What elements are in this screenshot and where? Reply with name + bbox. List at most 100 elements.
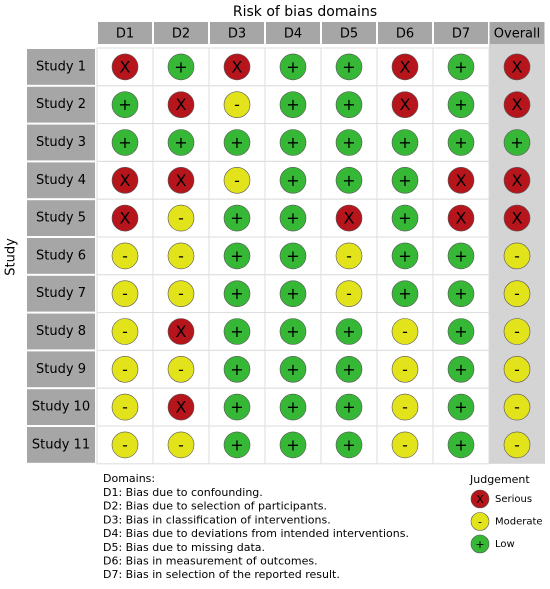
legend-label: Moderate — [495, 517, 543, 528]
judgement-symbol: + — [286, 57, 299, 76]
row-header — [27, 275, 95, 312]
judgement-symbol: + — [342, 398, 355, 417]
legend-label: Low — [495, 539, 515, 550]
judgement-symbol: - — [402, 398, 408, 417]
judgement-circle — [111, 318, 139, 345]
judgement-circle — [503, 91, 531, 118]
domains-title: Domains: — [103, 472, 155, 485]
judgement-circle — [167, 280, 195, 308]
judgement-symbol: + — [454, 57, 467, 76]
row-label: Study 7 — [36, 286, 86, 301]
judgement-circle — [223, 129, 251, 156]
judgement-symbol: - — [514, 435, 520, 454]
judgement-symbol: + — [286, 360, 299, 379]
judgement-circle — [503, 355, 531, 383]
column-header — [210, 22, 264, 44]
judgement-circle — [391, 393, 419, 421]
judgement-symbol: + — [454, 246, 467, 265]
row-label: Study 11 — [32, 437, 90, 452]
domain-description: D6: Bias in measurement of outcomes. — [103, 555, 318, 568]
judgement-circle — [167, 129, 195, 156]
judgement-symbol: + — [286, 209, 299, 228]
judgement-circle — [279, 53, 307, 81]
judgement-symbol: + — [398, 133, 411, 152]
judgement-symbol: + — [454, 398, 467, 417]
judgement-circle — [223, 431, 251, 459]
judgement-circle — [447, 242, 475, 270]
judgement-symbol: X — [512, 209, 523, 228]
judgement-circle — [167, 242, 195, 270]
judgement-symbol: + — [286, 171, 299, 190]
judgement-circle — [111, 393, 139, 421]
judgement-symbol: X — [176, 95, 187, 114]
judgement-circle — [111, 53, 139, 81]
judgement-symbol: + — [286, 322, 299, 341]
judgement-circle — [447, 204, 475, 232]
judgement-circle — [167, 91, 195, 118]
judgement-circle — [223, 318, 251, 345]
judgement-circle — [447, 431, 475, 459]
judgement-symbol: X — [512, 57, 523, 76]
judgement-circle — [111, 91, 139, 118]
judgement-symbol: X — [176, 322, 187, 341]
legend-swatch — [470, 534, 490, 554]
judgement-circle — [335, 91, 363, 118]
judgement-circle — [391, 431, 419, 459]
judgement-circle — [335, 431, 363, 459]
legend-symbol: X — [476, 493, 484, 506]
judgement-symbol: + — [286, 398, 299, 417]
judgement-circle — [279, 355, 307, 383]
judgement-symbol: + — [230, 398, 243, 417]
judgement-symbol: + — [398, 246, 411, 265]
judgement-symbol: - — [402, 435, 408, 454]
domain-description: D1: Bias due to confounding. — [103, 486, 263, 499]
judgement-symbol: - — [346, 246, 352, 265]
row-header — [27, 389, 95, 425]
judgement-symbol: X — [120, 171, 131, 190]
judgement-circle — [167, 431, 195, 459]
judgement-circle — [503, 129, 531, 156]
judgement-circle — [279, 280, 307, 308]
judgement-circle — [111, 129, 139, 156]
judgement-circle — [503, 393, 531, 421]
judgement-symbol: + — [230, 209, 243, 228]
judgement-symbol: + — [174, 133, 187, 152]
row-label: Study 4 — [36, 173, 86, 188]
column-label: Overall — [494, 27, 540, 42]
judgement-circle — [391, 91, 419, 118]
judgement-symbol: + — [454, 360, 467, 379]
judgement-symbol: + — [342, 57, 355, 76]
judgement-symbol: - — [178, 360, 184, 379]
judgement-circle — [335, 280, 363, 308]
judgement-circle — [447, 53, 475, 81]
judgement-circle — [391, 167, 419, 194]
judgement-symbol: + — [342, 322, 355, 341]
column-label: D4 — [284, 27, 302, 42]
row-header — [27, 49, 95, 85]
column-label: D3 — [228, 27, 246, 42]
judgement-symbol: + — [118, 133, 131, 152]
column-header — [154, 22, 208, 44]
judgement-circle — [335, 318, 363, 345]
judgement-circle — [447, 129, 475, 156]
row-label: Study 1 — [36, 59, 86, 74]
judgement-circle — [111, 167, 139, 194]
judgement-symbol: + — [454, 435, 467, 454]
judgement-symbol: - — [234, 95, 240, 114]
judgement-symbol: + — [398, 209, 411, 228]
column-header — [378, 22, 432, 44]
judgement-circle — [223, 242, 251, 270]
judgement-circle — [223, 393, 251, 421]
judgement-circle — [223, 53, 251, 81]
judgement-circle — [335, 204, 363, 232]
column-header — [98, 22, 152, 44]
judgement-symbol: X — [512, 171, 523, 190]
judgement-symbol: - — [514, 322, 520, 341]
judgement-symbol: + — [342, 95, 355, 114]
judgement-circle — [503, 167, 531, 194]
judgement-circle — [223, 355, 251, 383]
judgement-symbol: + — [286, 246, 299, 265]
judgement-symbol: + — [342, 133, 355, 152]
judgement-symbol: + — [230, 133, 243, 152]
